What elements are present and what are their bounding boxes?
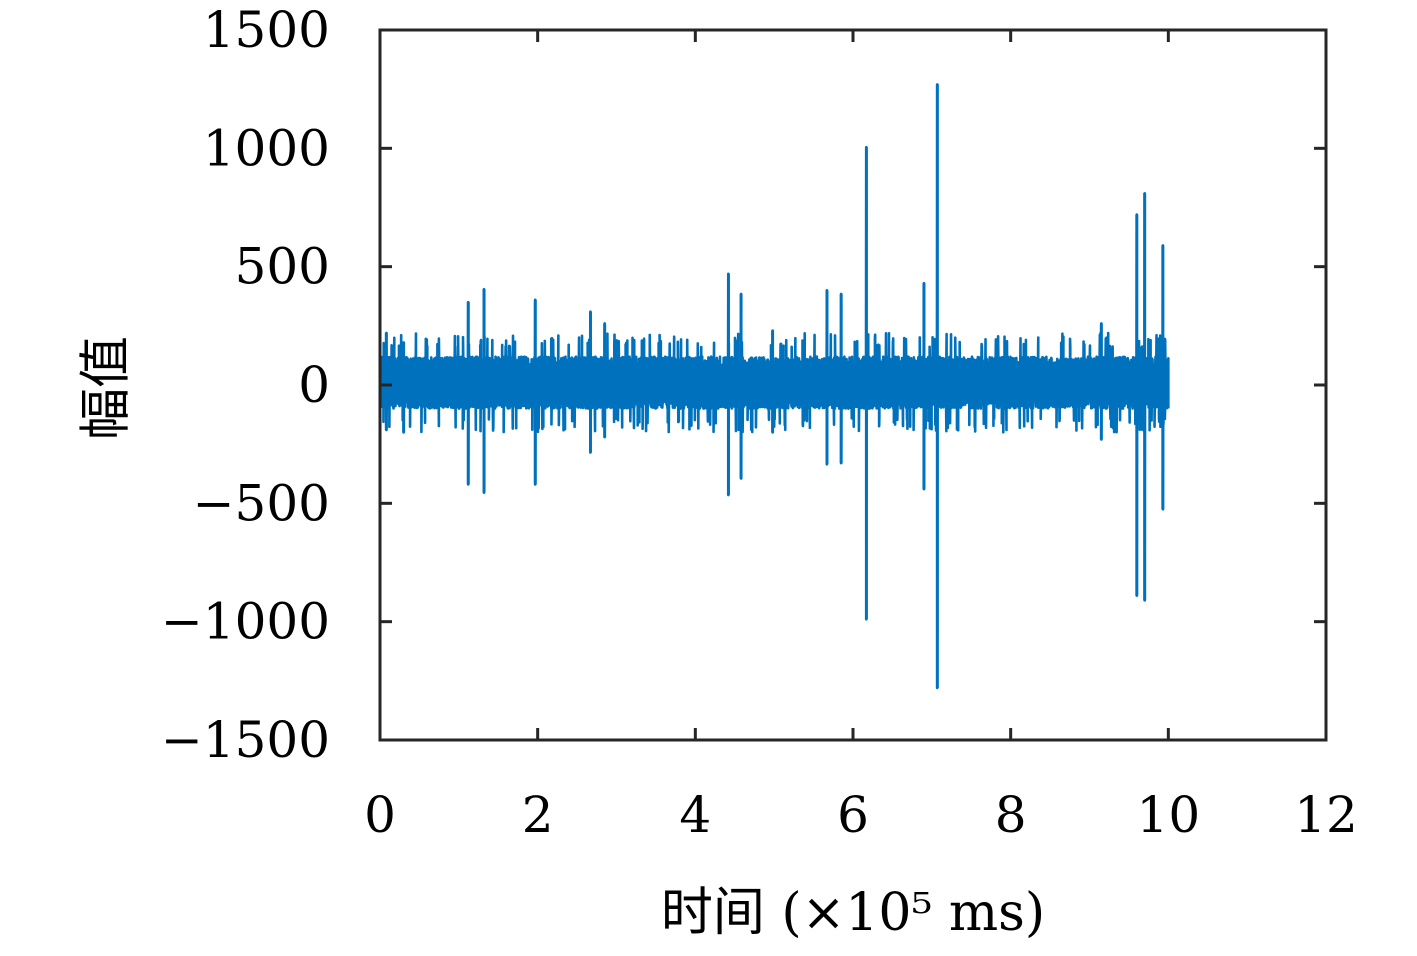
labels-layer: 0 2 4 6 8 10 12 −1500 −1000 −500 0 500 1000 1500 bbox=[161, 1, 1358, 844]
x-tick-label: 2 bbox=[522, 786, 554, 844]
x-tick-label: 6 bbox=[837, 786, 869, 844]
x-axis-title: 时间 (×10⁵ ms) bbox=[661, 883, 1045, 943]
y-tick-label: 1000 bbox=[203, 119, 330, 177]
y-tick-label: 1500 bbox=[203, 1, 330, 59]
x-tick-label: 0 bbox=[364, 786, 396, 844]
y-tick-label: −500 bbox=[193, 474, 330, 532]
x-tick-label: 8 bbox=[995, 786, 1027, 844]
y-tick-label: 500 bbox=[235, 238, 330, 296]
x-tick-label: 10 bbox=[1137, 786, 1201, 844]
y-tick-label: −1000 bbox=[161, 593, 330, 651]
y-tick-label: −1500 bbox=[161, 711, 330, 769]
ticks-layer bbox=[378, 28, 1328, 742]
y-tick-label: 0 bbox=[298, 356, 330, 414]
series-line bbox=[378, 83, 1170, 690]
x-tick-label: 4 bbox=[679, 786, 711, 844]
y-axis-title: 幅值 bbox=[77, 336, 137, 440]
series-layer bbox=[378, 83, 1170, 690]
x-tick-label: 12 bbox=[1294, 786, 1358, 844]
